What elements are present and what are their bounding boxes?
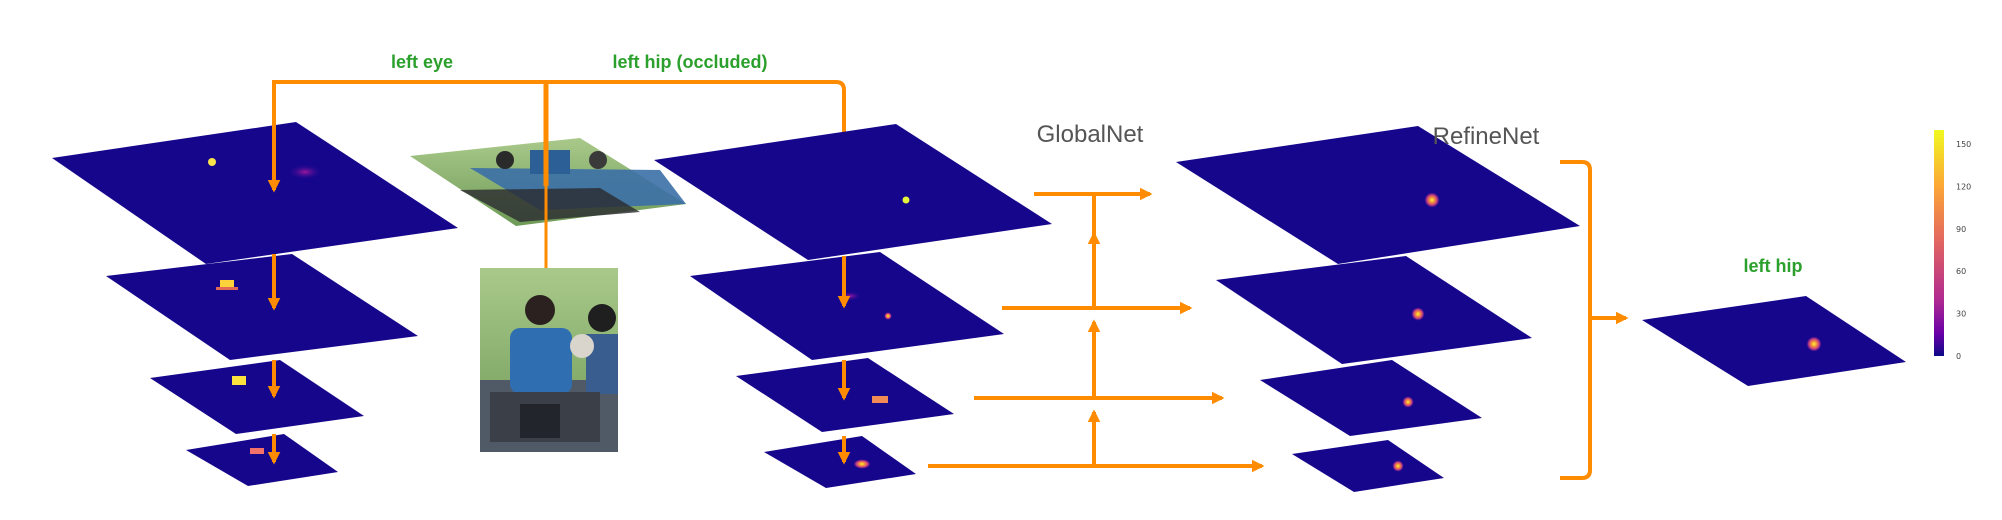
label-globalnet: GlobalNet — [1037, 121, 1144, 148]
heatmap-peak — [884, 312, 892, 320]
heatmap-level-3 — [1260, 360, 1482, 436]
heatmap-level-1 — [1176, 126, 1580, 264]
heatmap-peak — [1411, 307, 1425, 321]
label-left-eye: left eye — [391, 52, 453, 72]
heatmap-level-1 — [654, 124, 1052, 260]
heatmap-peak — [1392, 460, 1404, 472]
globalnet-connections — [928, 187, 1265, 473]
heatmap-level-3 — [150, 360, 364, 434]
bracket-arrow — [272, 80, 851, 193]
heatmap-peak — [1806, 336, 1822, 352]
heatmap-level-1 — [52, 122, 458, 264]
feature-pyramid — [654, 124, 1052, 488]
heatmap-level-2 — [106, 254, 418, 360]
colorbar: 150 120 90 60 30 0 — [1934, 130, 1971, 361]
colorbar-gradient — [1934, 130, 1944, 356]
heatmap-blob — [287, 164, 323, 180]
heatmap-blob — [838, 291, 862, 301]
heatmap-final — [1642, 296, 1906, 386]
label-left-hip-occluded: left hip (occluded) — [613, 52, 768, 72]
colorbar-tick-label: 150 — [1956, 140, 1971, 149]
colorbar-tick-label: 30 — [1956, 310, 1966, 319]
heatmap-level-2 — [690, 252, 1004, 360]
colorbar-tick-label: 90 — [1956, 225, 1966, 234]
heatmap-peak — [902, 196, 910, 204]
heatmap-level-2 — [1216, 256, 1532, 364]
heatmap-peak — [216, 287, 238, 290]
label-left-hip: left hip — [1744, 256, 1803, 276]
heatmap-level-4 — [186, 434, 338, 486]
refinenet-bracket — [1560, 160, 1592, 480]
heatmap-peak — [853, 459, 871, 469]
heatmap-peak — [250, 448, 264, 454]
heatmap-level-4 — [764, 436, 916, 488]
colorbar-ticks: 150 120 90 60 30 0 — [1956, 140, 1971, 361]
heatmap-peak — [1424, 192, 1440, 208]
heatmap-peak — [208, 158, 216, 166]
colorbar-tick-label: 60 — [1956, 267, 1966, 276]
heatmap-level-4 — [1292, 440, 1444, 492]
colorbar-tick-label: 0 — [1956, 352, 1961, 361]
heatmap-peak — [232, 376, 246, 385]
globalnet-output-pyramid — [1176, 126, 1580, 492]
final-heatmap — [1642, 296, 1906, 386]
heatmap-peak — [220, 280, 234, 288]
input-image-crop — [480, 268, 618, 452]
colorbar-tick-label: 120 — [1956, 182, 1971, 191]
input-pyramid — [52, 86, 458, 486]
heatmap-peak — [1402, 396, 1414, 408]
label-refinenet: RefineNet — [1433, 123, 1540, 150]
heatmap-peak — [872, 396, 888, 403]
